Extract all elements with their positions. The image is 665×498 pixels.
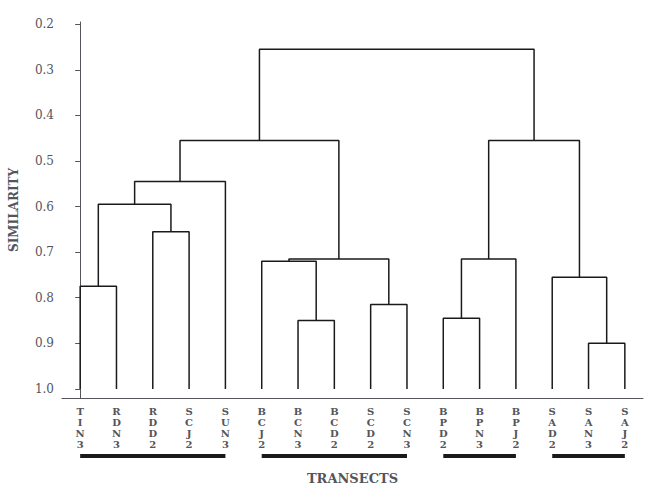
svg-text:J: J [621,428,627,439]
svg-text:3: 3 [295,439,302,450]
svg-text:S: S [585,406,592,417]
svg-text:S: S [222,406,229,417]
svg-text:3: 3 [113,439,120,450]
svg-text:2: 2 [149,439,156,450]
svg-text:D: D [439,428,448,439]
svg-text:B: B [439,406,447,417]
svg-text:N: N [293,428,302,439]
svg-text:0.5: 0.5 [35,154,54,168]
svg-text:N: N [221,428,230,439]
svg-text:SIMILARITY: SIMILARITY [7,168,21,252]
svg-text:P: P [512,417,520,428]
svg-text:R: R [149,406,158,417]
svg-text:2: 2 [549,439,556,450]
svg-text:1.0: 1.0 [35,382,54,396]
svg-text:N: N [402,428,411,439]
svg-text:C: C [258,417,266,428]
svg-text:B: B [512,406,520,417]
svg-text:D: D [148,428,157,439]
svg-text:I: I [78,417,83,428]
svg-text:D: D [112,417,121,428]
svg-text:J: J [186,428,192,439]
svg-text:T: T [76,406,84,417]
svg-text:S: S [185,406,192,417]
svg-text:A: A [584,417,593,428]
svg-text:U: U [221,417,230,428]
svg-text:2: 2 [440,439,447,450]
svg-text:B: B [294,406,302,417]
svg-text:C: C [294,417,302,428]
svg-text:C: C [367,417,375,428]
svg-text:0.8: 0.8 [35,291,54,305]
svg-text:D: D [148,417,157,428]
svg-text:2: 2 [258,439,265,450]
svg-text:S: S [549,406,556,417]
svg-text:3: 3 [77,439,84,450]
svg-text:S: S [621,406,628,417]
svg-text:N: N [584,428,593,439]
svg-text:0.2: 0.2 [35,17,54,31]
svg-text:C: C [403,417,411,428]
svg-text:D: D [366,428,375,439]
svg-text:J: J [258,428,264,439]
svg-text:0.3: 0.3 [35,63,54,77]
svg-text:B: B [257,406,265,417]
svg-text:S: S [367,406,374,417]
svg-text:0.6: 0.6 [35,200,54,214]
svg-text:D: D [548,428,557,439]
svg-text:2: 2 [621,439,628,450]
svg-text:C: C [330,417,338,428]
svg-text:2: 2 [186,439,193,450]
svg-text:N: N [112,428,121,439]
svg-text:0.7: 0.7 [35,245,54,259]
svg-text:R: R [112,406,121,417]
svg-text:A: A [547,417,556,428]
svg-text:3: 3 [585,439,592,450]
svg-text:D: D [330,428,339,439]
svg-text:0.4: 0.4 [35,108,54,122]
svg-text:2: 2 [367,439,374,450]
svg-text:P: P [476,417,484,428]
svg-text:A: A [620,417,629,428]
svg-text:N: N [475,428,484,439]
svg-text:2: 2 [512,439,519,450]
svg-text:J: J [513,428,519,439]
svg-text:3: 3 [222,439,229,450]
svg-text:3: 3 [403,439,410,450]
svg-text:N: N [76,428,85,439]
svg-text:0.9: 0.9 [35,336,54,350]
svg-text:2: 2 [331,439,338,450]
svg-text:S: S [403,406,410,417]
svg-text:TRANSECTS: TRANSECTS [307,471,398,486]
svg-text:P: P [440,417,448,428]
svg-text:C: C [185,417,193,428]
svg-text:B: B [330,406,338,417]
svg-text:3: 3 [476,439,483,450]
svg-text:B: B [475,406,483,417]
